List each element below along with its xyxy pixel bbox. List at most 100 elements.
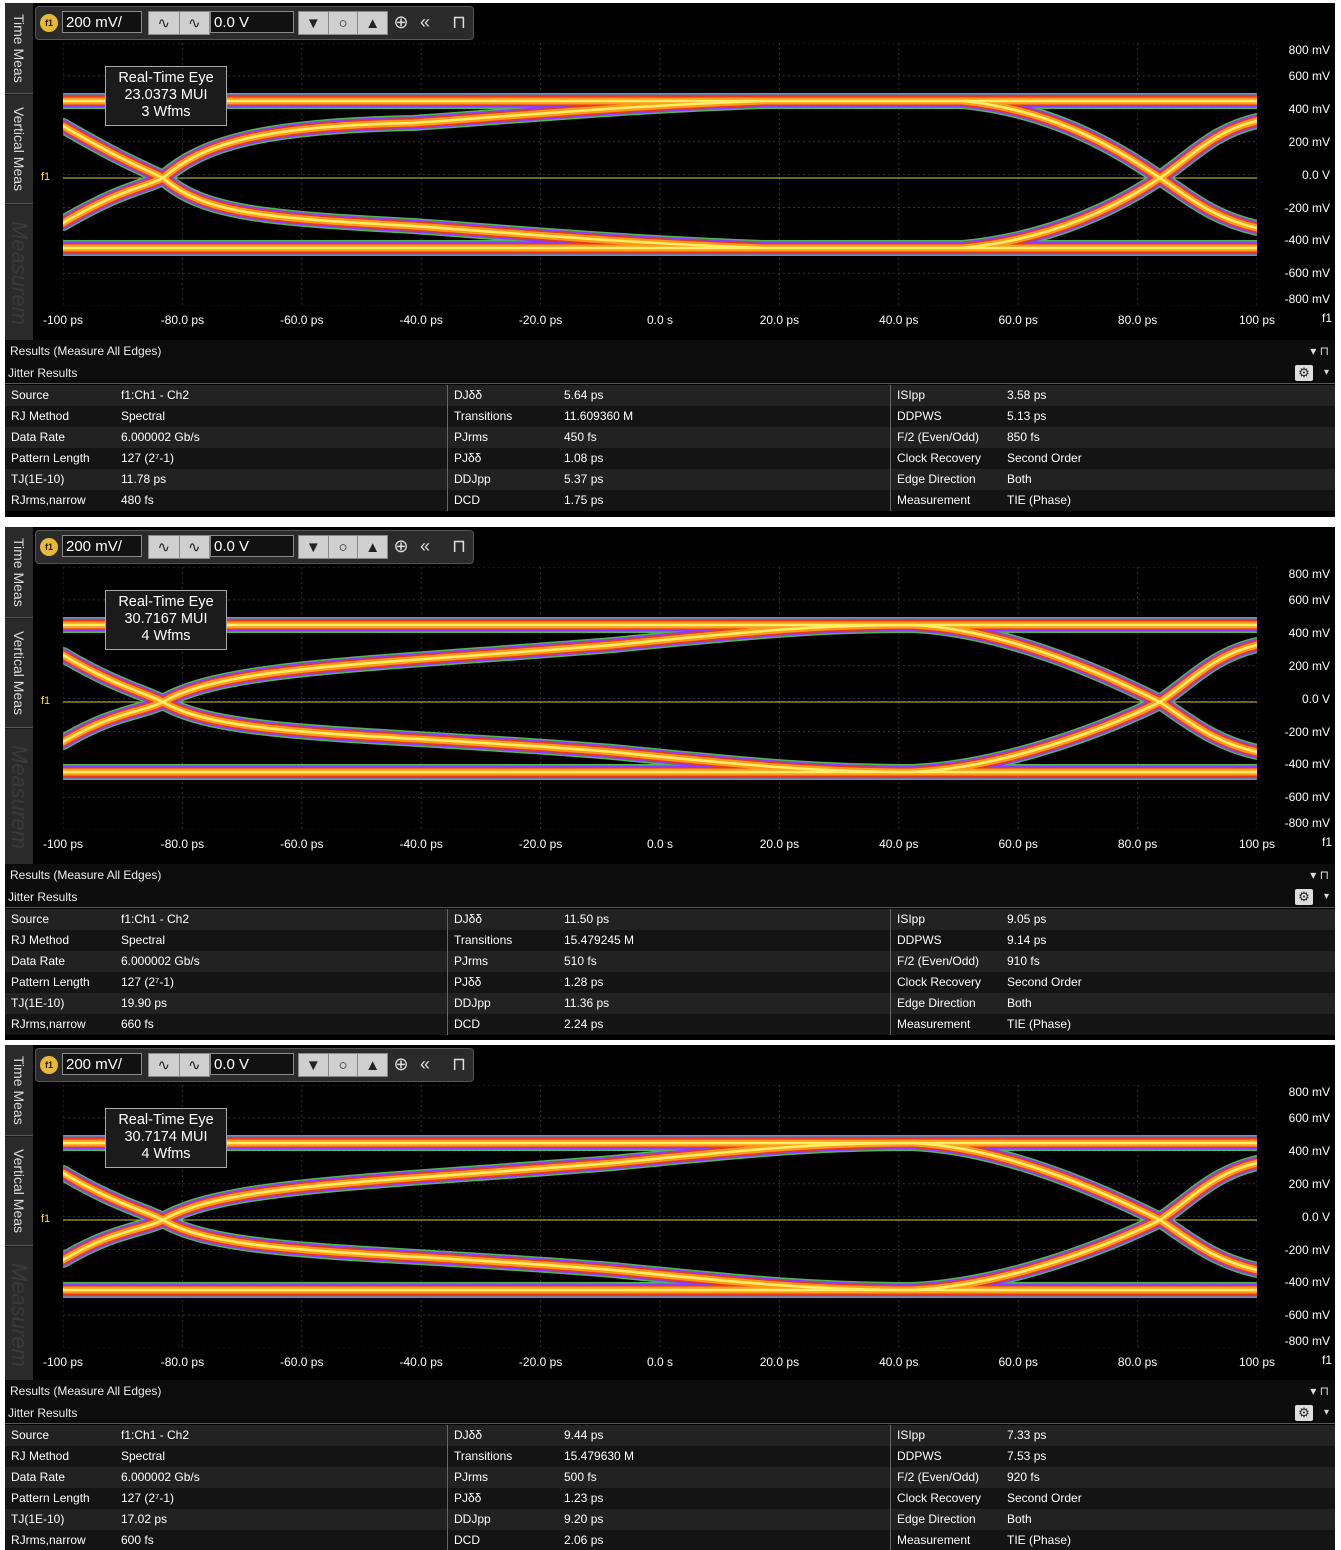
row-value: 6.000002 Gb/s	[121, 1470, 200, 1484]
eye-info-box[interactable]: Real-Time Eye 23.0373 MUI 3 Wfms	[105, 66, 227, 126]
table-row: DDPWS 9.14 ps	[891, 930, 1335, 951]
wave-dc-icon[interactable]: ∿	[187, 539, 201, 556]
row-label: F/2 (Even/Odd)	[897, 430, 980, 444]
collapse-icon[interactable]: «	[419, 1053, 430, 1074]
row-label: Source	[11, 388, 50, 402]
jitter-results-header: Jitter Results ⚙ ▾	[5, 362, 1335, 384]
ground-marker-icon[interactable]: f1	[41, 695, 51, 707]
table-row: PJrms 450 fs	[448, 427, 890, 448]
eye-info-title: Real-Time Eye	[118, 70, 214, 86]
collapse-icon[interactable]: «	[419, 535, 430, 556]
circle-icon[interactable]: ○	[329, 12, 359, 34]
add-icon[interactable]: ⊕	[393, 11, 409, 32]
add-icon[interactable]: ⊕	[393, 535, 409, 556]
x-axis-label: 100 ps	[1238, 837, 1276, 851]
tab-time-meas[interactable]: Time Meas	[5, 1045, 33, 1136]
vertical-scale-field[interactable]: 200 mV/	[62, 535, 142, 557]
arrow-down-icon[interactable]: ▼	[299, 12, 329, 34]
eye-info-mui: 23.0373 MUI	[124, 87, 208, 103]
tab-time-meas[interactable]: Time Meas	[5, 527, 33, 618]
pin-icon[interactable]: ⊓	[451, 11, 467, 32]
tab-measurements[interactable]: Measurem	[5, 205, 33, 341]
row-label: Measurement	[897, 1017, 971, 1031]
offset-field[interactable]: 0.0 V	[210, 1053, 294, 1075]
x-axis-label: -60.0 ps	[280, 1355, 324, 1369]
row-value: Second Order	[1007, 1491, 1082, 1505]
wave-ac-icon[interactable]: ∿	[149, 12, 180, 34]
x-axis-label: 40.0 ps	[879, 313, 919, 327]
offset-field[interactable]: 0.0 V	[210, 11, 294, 33]
ground-marker-icon[interactable]: f1	[41, 1213, 51, 1225]
row-value: 6.000002 Gb/s	[121, 954, 200, 968]
settings-gear-icon[interactable]: ⚙	[1295, 365, 1313, 381]
row-value: 910 fs	[1007, 954, 1040, 968]
eye-diagram-plot[interactable]	[63, 1085, 1257, 1348]
tab-measurements[interactable]: Measurem	[5, 729, 33, 865]
chevron-down-icon[interactable]: ▾	[1323, 1407, 1329, 1418]
eye-diagram-plot[interactable]	[63, 567, 1257, 830]
settings-gear-icon[interactable]: ⚙	[1295, 889, 1313, 905]
tab-vertical-meas[interactable]: Vertical Meas	[5, 619, 33, 728]
collapse-icon[interactable]: «	[419, 11, 430, 32]
table-row: Measurement TIE (Phase)	[891, 1014, 1335, 1035]
table-row: Pattern Length 127 (2⁷-1)	[5, 972, 447, 993]
x-axis-label: 20.0 ps	[759, 837, 800, 851]
table-row: Edge Direction Both	[891, 1509, 1335, 1530]
arrow-down-icon[interactable]: ▼	[299, 536, 329, 558]
arrow-down-icon[interactable]: ▼	[299, 1054, 329, 1076]
function-badge[interactable]: f1	[40, 538, 58, 556]
eye-info-box[interactable]: Real-Time Eye 30.7167 MUI 4 Wfms	[105, 590, 227, 650]
row-value: Spectral	[121, 933, 166, 947]
row-label: Measurement	[897, 493, 971, 507]
row-value: f1:Ch1 - Ch2	[121, 912, 190, 926]
row-label: RJrms,narrow	[11, 1533, 86, 1547]
settings-gear-icon[interactable]: ⚙	[1295, 1405, 1313, 1421]
dock-pin-icon[interactable]: ▾ ⊓	[1310, 1384, 1329, 1398]
offset-field[interactable]: 0.0 V	[210, 535, 294, 557]
eye-diagram-plot[interactable]	[63, 43, 1257, 306]
arrow-up-icon[interactable]: ▲	[365, 14, 381, 32]
table-row: DCD 1.75 ps	[448, 490, 890, 511]
add-icon[interactable]: ⊕	[393, 1053, 409, 1074]
wave-ac-icon[interactable]: ∿	[149, 536, 180, 558]
arrow-up-icon[interactable]: ▲	[365, 1056, 381, 1074]
tab-vertical-meas[interactable]: Vertical Meas	[5, 1137, 33, 1246]
tab-vertical-meas[interactable]: Vertical Meas	[5, 95, 33, 204]
row-label: RJ Method	[11, 409, 70, 423]
eye-trace	[63, 653, 915, 774]
arrow-up-icon[interactable]: ▲	[365, 538, 381, 556]
dock-pin-icon[interactable]: ▾ ⊓	[1310, 344, 1329, 358]
table-row: F/2 (Even/Odd) 910 fs	[891, 951, 1335, 972]
row-value: 9.20 ps	[564, 1512, 604, 1526]
tab-time-meas[interactable]: Time Meas	[5, 3, 33, 94]
table-row: DDPWS 7.53 ps	[891, 1446, 1335, 1467]
circle-icon[interactable]: ○	[329, 1054, 359, 1076]
x-axis-label: -20.0 ps	[518, 837, 563, 851]
vertical-scale-field[interactable]: 200 mV/	[62, 11, 142, 33]
vertical-scale-field[interactable]: 200 mV/	[62, 1053, 142, 1075]
results-header: Results (Measure All Edges) ▾ ⊓	[5, 1380, 1335, 1402]
function-badge[interactable]: f1	[40, 14, 58, 32]
table-row: PJrms 500 fs	[448, 1467, 890, 1488]
function-badge[interactable]: f1	[40, 1056, 58, 1074]
row-label: Measurement	[897, 1533, 971, 1547]
tab-measurements[interactable]: Measurem	[5, 1247, 33, 1383]
chevron-down-icon[interactable]: ▾	[1323, 891, 1329, 902]
row-value: 17.02 ps	[121, 1512, 168, 1526]
row-value: 510 fs	[564, 954, 597, 968]
pin-icon[interactable]: ⊓	[451, 1053, 467, 1074]
x-axis-label: 80.0 ps	[1117, 313, 1158, 327]
tab-label: Vertical Meas	[11, 630, 27, 716]
wave-dc-icon[interactable]: ∿	[187, 1057, 201, 1074]
wave-ac-icon[interactable]: ∿	[149, 1054, 180, 1076]
eye-info-box[interactable]: Real-Time Eye 30.7174 MUI 4 Wfms	[105, 1108, 227, 1168]
circle-icon[interactable]: ○	[329, 536, 359, 558]
row-label: RJ Method	[11, 1449, 70, 1463]
row-label: Transitions	[454, 1449, 513, 1463]
pin-icon[interactable]: ⊓	[451, 535, 467, 556]
chevron-down-icon[interactable]: ▾	[1323, 367, 1329, 378]
dock-pin-icon[interactable]: ▾ ⊓	[1310, 868, 1329, 882]
ground-marker-icon[interactable]: f1	[41, 171, 51, 183]
row-value: Spectral	[121, 409, 166, 423]
wave-dc-icon[interactable]: ∿	[187, 15, 201, 32]
